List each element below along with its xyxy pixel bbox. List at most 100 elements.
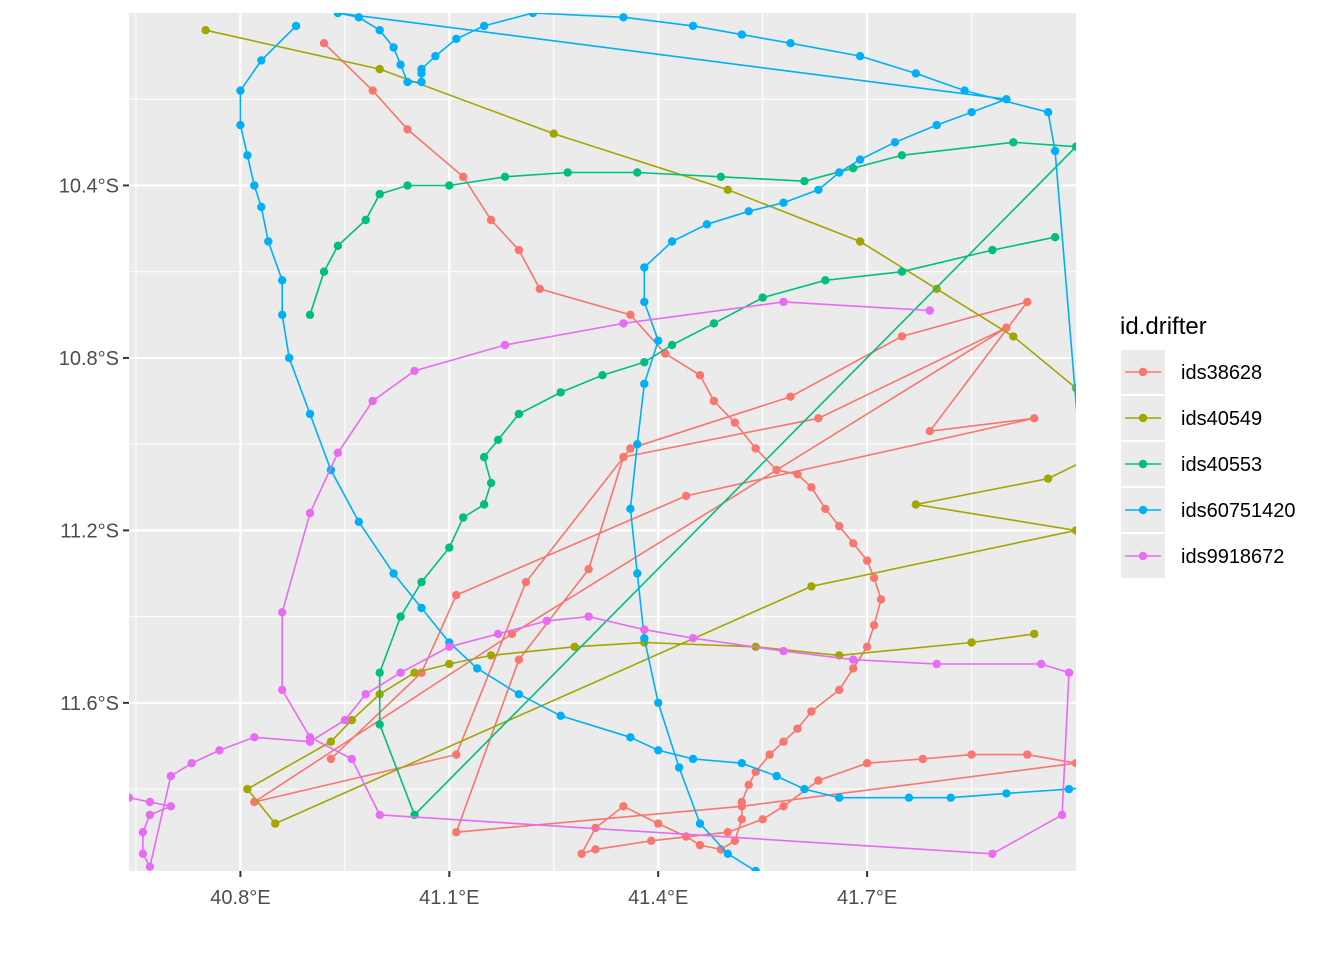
data-point (347, 715, 356, 725)
data-point (452, 750, 461, 759)
data-point (890, 138, 900, 147)
data-point (1002, 789, 1011, 798)
data-point (1050, 146, 1060, 156)
data-point (911, 69, 920, 78)
data-point (389, 569, 398, 578)
x-tick-label: 41.1°E (419, 887, 479, 909)
data-point (640, 625, 649, 634)
data-point (375, 26, 384, 35)
data-point (396, 668, 405, 677)
data-point (709, 319, 719, 328)
data-point (619, 452, 628, 462)
data-point (695, 840, 705, 850)
data-point (459, 172, 468, 181)
data-point (869, 573, 879, 582)
series-line (309, 141, 1076, 817)
data-point (835, 168, 844, 177)
data-point (417, 69, 426, 78)
legend-item: ids60751420 (1121, 488, 1296, 532)
data-point (250, 733, 259, 742)
legend-key-point (1138, 413, 1148, 423)
data-point (361, 215, 370, 225)
data-point (654, 746, 663, 755)
data-point (333, 241, 343, 250)
legend: id.drifter ids38628 ids40549 ids40553 ids60… (1120, 313, 1296, 578)
data-point (452, 590, 461, 600)
data-point (988, 245, 997, 255)
data-point (723, 849, 732, 858)
data-point (737, 815, 746, 824)
data-point (347, 754, 356, 764)
data-point (716, 845, 726, 854)
data-point (361, 690, 370, 699)
data-point (744, 780, 753, 789)
data-point (493, 435, 503, 444)
data-point (375, 64, 384, 74)
legend-label: ids38628 (1181, 362, 1262, 384)
data-point (215, 746, 224, 755)
data-point (389, 43, 398, 52)
data-point (765, 750, 774, 759)
data-point (1009, 138, 1018, 147)
data-point (786, 39, 795, 48)
data-point (946, 793, 955, 802)
data-point (285, 353, 294, 363)
series-ids40553 (305, 138, 1076, 820)
data-point (688, 21, 698, 31)
data-point (452, 828, 461, 837)
data-point (326, 737, 336, 746)
data-point (145, 797, 155, 807)
data-point (431, 51, 440, 61)
legend-key-point (1138, 459, 1148, 469)
data-point (403, 181, 412, 190)
legend-items: ids38628 ids40549 ids40553 ids60751420 ids99… (1121, 350, 1296, 578)
data-point (396, 60, 405, 69)
data-point (779, 297, 788, 307)
data-point (619, 13, 628, 22)
data-point (1071, 142, 1076, 151)
data-point (340, 715, 350, 725)
data-point (918, 754, 927, 764)
data-point (514, 655, 524, 664)
data-point (145, 862, 155, 871)
y-tick-label: 11.6°S (60, 693, 119, 715)
data-point (814, 185, 823, 194)
data-point (1043, 474, 1053, 483)
y-tick-label: 11.2°S (60, 520, 119, 542)
data-point (640, 634, 649, 643)
data-point (521, 577, 531, 587)
data-point (716, 172, 726, 181)
legend-key-point (1138, 551, 1148, 561)
series-ids40549 (201, 26, 1076, 828)
data-point (835, 521, 844, 531)
data-point (862, 642, 872, 651)
data-point (654, 819, 663, 828)
data-point (1064, 784, 1074, 794)
legend-label: ids40549 (1181, 408, 1262, 430)
data-point (988, 849, 997, 858)
legend-item: ids38628 (1121, 350, 1262, 394)
data-point (1002, 95, 1011, 104)
data-point (486, 651, 496, 660)
data-point (967, 750, 976, 759)
data-point (737, 802, 746, 811)
data-point (479, 500, 489, 509)
legend-label: ids60751420 (1181, 500, 1296, 522)
data-point (514, 409, 524, 419)
data-point (849, 664, 858, 673)
data-point (598, 371, 607, 380)
data-point (486, 478, 496, 488)
data-point (333, 448, 343, 457)
data-point (654, 336, 663, 345)
data-point (744, 207, 753, 216)
data-point (1114, 781, 1122, 789)
data-point (410, 668, 419, 677)
y-tick-label: 10.4°S (59, 175, 119, 197)
data-point (904, 793, 914, 802)
data-point (772, 771, 781, 781)
data-point (667, 340, 677, 350)
data-point (479, 21, 489, 31)
data-point (591, 845, 600, 854)
data-point (305, 409, 315, 419)
data-point (869, 621, 879, 630)
